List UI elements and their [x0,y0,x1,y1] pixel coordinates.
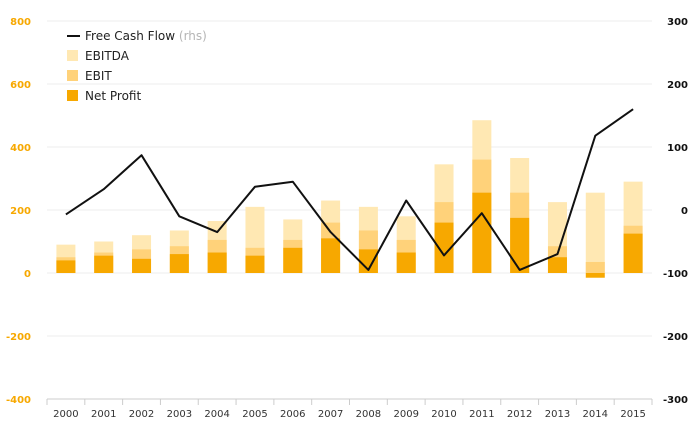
y-left-tick-label-800: 800 [10,17,31,28]
bar-net-profit-2013 [547,257,567,273]
x-tick-label-2006: 2006 [280,409,305,420]
x-tick-label-2015: 2015 [620,409,645,420]
gridlines [47,20,652,337]
y-left-tick-label-200: 200 [10,206,31,217]
bar-net-profit-2005 [245,255,265,273]
x-tick-label-2010: 2010 [431,409,456,420]
y-right-tick-label--300: -300 [663,395,688,406]
y-left-tick-label-0: 0 [24,269,31,280]
legend-label-net-profit: Net Profit [85,89,141,103]
bar-net-profit-2002 [132,258,152,273]
bar-ebitda-2014 [585,192,605,273]
legend-swatch-ebit [67,70,78,81]
legend-label-ebit: EBIT [85,69,112,83]
y-left-tick-label--200: -200 [6,332,31,343]
x-tick-label-2012: 2012 [507,409,532,420]
y-left-tick-label-400: 400 [10,143,31,154]
legend: Free Cash Flow (rhs) EBITDA EBIT Net Pro… [67,29,207,103]
bar-net-profit-2010 [434,222,454,273]
legend-swatch-net-profit [67,90,78,101]
legend-label-fcf: Free Cash Flow (rhs) [85,29,207,43]
line-series [65,108,634,271]
bar-net-profit-2003 [169,254,189,273]
x-tick-label-2004: 2004 [204,409,229,420]
x-tick-label-2001: 2001 [91,409,116,420]
x-tick-label-2002: 2002 [129,409,154,420]
bar-net-profit-2009 [396,252,416,273]
bar-net-profit-2004 [207,252,227,273]
legend-label-ebitda: EBITDA [85,49,130,63]
bar-net-profit-2006 [283,247,303,273]
line-free-cash-flow [65,108,634,271]
y-right-tick-label-300: 300 [667,17,688,28]
bar-net-profit-2008 [358,249,378,273]
bar-net-profit-2000 [56,260,76,273]
bar-net-profit-2014 [585,273,605,278]
y-left-tick-label-600: 600 [10,80,31,91]
x-tick-label-2009: 2009 [393,409,418,420]
axes: 2000 2001 2002 2003 2004 2005 2006 2007 2008 2009… [6,17,688,420]
y-right-tick-label--100: -100 [663,269,688,280]
bar-net-profit-2007 [321,238,341,273]
bar-net-profit-2012 [510,217,530,273]
x-tick-label-2005: 2005 [242,409,267,420]
x-tick-label-2007: 2007 [318,409,343,420]
y-right-tick-label--200: -200 [663,332,688,343]
y-right-tick-label-0: 0 [681,206,688,217]
bar-net-profit-2001 [94,255,114,273]
x-tick-label-2013: 2013 [545,409,570,420]
legend-label-fcf-suffix: (rhs) [179,29,207,43]
bar-ebit-2014 [585,261,605,273]
x-tick-label-2011: 2011 [469,409,494,420]
bar-net-profit-2011 [472,192,492,273]
bar-series [56,120,643,278]
bar-net-profit-2015 [623,233,643,273]
x-tick-label-2008: 2008 [356,409,381,420]
y-right-tick-label-100: 100 [667,143,688,154]
x-tick-label-2003: 2003 [167,409,192,420]
y-right-tick-label-200: 200 [667,80,688,91]
x-tick-label-2000: 2000 [53,409,78,420]
legend-swatch-ebitda [67,50,78,61]
y-left-tick-label--400: -400 [6,395,31,406]
x-tick-label-2014: 2014 [583,409,608,420]
